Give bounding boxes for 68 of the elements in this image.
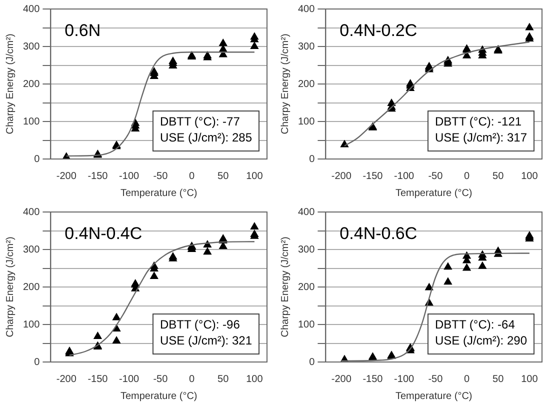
annotation: USE (J/cm²): 321 — [160, 333, 252, 348]
y-tick-label: 300 — [298, 244, 316, 256]
y-tick-label: 200 — [298, 78, 316, 90]
x-tick-label: 50 — [218, 170, 230, 182]
x-tick-label: -200 — [331, 170, 352, 182]
y-axis-title: Charpy Energy (J/cm²) — [4, 236, 16, 338]
x-tick-label: -50 — [428, 374, 444, 385]
annotation: DBTT (°C): -77 — [160, 114, 240, 128]
x-tick-label: -100 — [119, 170, 140, 182]
y-axis-title: Charpy Energy (J/cm²) — [4, 34, 16, 134]
y-tick-label: 300 — [22, 41, 40, 52]
x-axis-title: Temperature (°C) — [120, 188, 198, 199]
x-axis-title: Temperature (°C) — [395, 390, 472, 402]
x-tick-label: 0 — [464, 374, 470, 385]
text: 0.6N — [64, 21, 101, 40]
x-axis-title: Temperature (°C) — [395, 188, 472, 199]
x-tick-label: 0 — [188, 170, 195, 182]
y-tick-label: 0 — [34, 154, 40, 165]
y-tick-label: 400 — [22, 206, 40, 218]
x-tick-label: -200 — [56, 374, 77, 385]
x-tick-label: 0 — [464, 170, 470, 182]
x-tick-label: 100 — [246, 374, 264, 385]
y-tick-label: 200 — [22, 282, 40, 293]
x-tick-label: -100 — [394, 170, 415, 182]
x-tick-label: -150 — [88, 374, 108, 385]
annotation: USE (J/cm²): 290 — [434, 333, 528, 348]
x-tick-label: -50 — [153, 170, 168, 182]
annotation: DBTT (°C): -121 — [434, 114, 522, 128]
y-tick-label: 200 — [298, 282, 316, 293]
x-tick-label: 100 — [521, 374, 538, 385]
x-tick-label: -50 — [153, 374, 168, 385]
x-tick-label: -100 — [119, 374, 140, 385]
annotation: DBTT (°C): -96 — [160, 317, 240, 332]
y-tick-label: 300 — [22, 244, 40, 256]
x-tick-label: 100 — [521, 170, 538, 182]
x-tick-label: -150 — [362, 374, 384, 385]
y-tick-label: 100 — [22, 116, 40, 128]
annotation: USE (J/cm²): 317 — [434, 130, 528, 144]
x-tick-label: 50 — [492, 170, 504, 182]
text: 0.4N-0.4C — [64, 224, 142, 244]
y-tick-label: 300 — [298, 41, 316, 52]
y-tick-label: 100 — [298, 116, 316, 128]
x-tick-label: -100 — [394, 374, 415, 385]
y-tick-label: 200 — [22, 78, 40, 90]
y-tick-label: 0 — [34, 356, 40, 368]
y-tick-label: 400 — [298, 206, 316, 218]
y-tick-label: 0 — [309, 356, 316, 368]
x-axis-title: Temperature (°C) — [120, 390, 198, 402]
text: 0.4N-0.2C — [340, 21, 418, 40]
annotation: USE (J/cm²): 285 — [160, 130, 252, 144]
y-tick-label: 400 — [298, 4, 316, 15]
y-tick-label: 100 — [22, 319, 40, 330]
y-tick-label: 100 — [298, 319, 316, 330]
y-tick-label: 400 — [22, 4, 40, 15]
x-tick-label: 50 — [218, 374, 230, 385]
x-tick-label: 50 — [492, 374, 504, 385]
text: 0.4N-0.6C — [340, 224, 418, 244]
x-tick-label: 100 — [246, 170, 264, 182]
x-tick-label: -200 — [331, 374, 352, 385]
x-tick-label: -150 — [362, 170, 384, 182]
x-tick-label: -50 — [428, 170, 444, 182]
annotation: DBTT (°C): -64 — [434, 317, 516, 332]
x-tick-label: -200 — [56, 170, 77, 182]
x-tick-label: 0 — [188, 374, 195, 385]
y-axis-title: Charpy Energy (J/cm²) — [280, 236, 291, 338]
x-tick-label: -150 — [88, 170, 108, 182]
y-axis-title: Charpy Energy (J/cm²) — [280, 34, 291, 134]
y-tick-label: 0 — [309, 154, 316, 165]
